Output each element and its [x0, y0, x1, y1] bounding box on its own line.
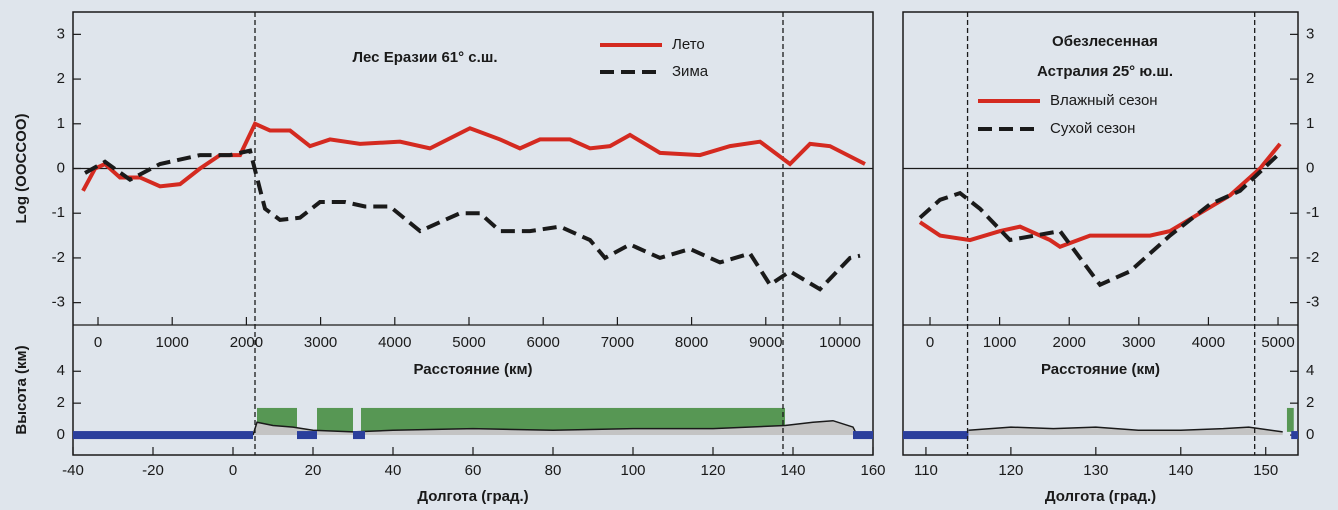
figure: -3-2-10123024010002000300040005000600070…	[0, 0, 1338, 510]
elev-y-tick-label: 2	[1306, 394, 1314, 411]
x-tick-label: 2000	[1053, 334, 1086, 351]
x-axis-label: Расстояние (км)	[413, 361, 532, 378]
forest	[1287, 408, 1294, 432]
ocean	[853, 431, 873, 439]
series-line	[83, 124, 865, 191]
y-tick-label: -2	[1306, 249, 1319, 266]
lon-tick-label: 120	[998, 462, 1023, 479]
panel-title: Обезлесенная	[1052, 33, 1158, 50]
y-axis-label: Log (OOCCOO)	[13, 114, 30, 224]
y-tick-label: 3	[57, 25, 65, 42]
y-tick-label: -3	[1306, 294, 1319, 311]
lon-tick-label: 80	[545, 462, 562, 479]
legend-label: Сухой сезон	[1050, 120, 1135, 137]
panel-title: Лес Еразии 61° с.ш.	[353, 49, 498, 66]
y-tick-label: 2	[57, 70, 65, 87]
lon-axis-label: Долгота (град.)	[417, 488, 528, 505]
elev-y-tick-label: 0	[1306, 426, 1314, 443]
elev-y-tick-label: 4	[1306, 362, 1314, 379]
ocean	[297, 431, 317, 439]
legend-label: Влажный сезон	[1050, 92, 1158, 109]
x-tick-label: 1000	[983, 334, 1016, 351]
x-tick-label: 5000	[1261, 334, 1294, 351]
elev-y-tick-label: 0	[57, 426, 65, 443]
x-tick-label: 7000	[601, 334, 634, 351]
y-tick-label: -1	[52, 204, 65, 221]
x-tick-label: 5000	[452, 334, 485, 351]
x-tick-label: 9000	[749, 334, 782, 351]
y-tick-label: 0	[1306, 159, 1314, 176]
forest	[317, 408, 353, 432]
x-tick-label: 0	[94, 334, 102, 351]
y-tick-label: -2	[52, 249, 65, 266]
elev-y-tick-label: 4	[57, 362, 65, 379]
x-tick-label: 4000	[378, 334, 411, 351]
ocean	[903, 431, 968, 439]
lon-tick-label: 160	[860, 462, 885, 479]
x-axis-label: Расстояние (км)	[1041, 361, 1160, 378]
legend-label: Зима	[672, 63, 709, 80]
y-tick-label: -3	[52, 294, 65, 311]
ocean	[353, 431, 365, 439]
x-tick-label: 1000	[156, 334, 189, 351]
lon-axis-label: Долгота (град.)	[1045, 488, 1156, 505]
y-tick-label: 3	[1306, 25, 1314, 42]
elev-y-axis-label: Высота (км)	[13, 345, 30, 434]
x-tick-label: 8000	[675, 334, 708, 351]
series-line	[85, 151, 860, 290]
lon-tick-label: 130	[1083, 462, 1108, 479]
elev-y-tick-label: 2	[57, 394, 65, 411]
ocean	[73, 431, 253, 439]
x-tick-label: 2000	[230, 334, 263, 351]
y-tick-label: 1	[57, 115, 65, 132]
lon-tick-label: -20	[142, 462, 164, 479]
lon-tick-label: -40	[62, 462, 84, 479]
x-tick-label: 3000	[304, 334, 337, 351]
lon-tick-label: 60	[465, 462, 482, 479]
y-tick-label: 2	[1306, 70, 1314, 87]
lon-tick-label: 110	[914, 462, 938, 479]
legend-label: Лето	[672, 36, 705, 53]
x-tick-label: 3000	[1122, 334, 1155, 351]
lon-tick-label: 140	[780, 462, 805, 479]
x-tick-label: 0	[926, 334, 934, 351]
lon-tick-label: 120	[700, 462, 725, 479]
x-tick-label: 4000	[1192, 334, 1225, 351]
series-line	[920, 153, 1280, 285]
y-tick-label: 0	[57, 159, 65, 176]
x-tick-label: 10000	[819, 334, 861, 351]
lon-tick-label: 0	[229, 462, 237, 479]
panel-title: Астралия 25° ю.ш.	[1037, 63, 1173, 80]
y-tick-label: -1	[1306, 204, 1319, 221]
lon-tick-label: 40	[385, 462, 402, 479]
lon-tick-label: 20	[305, 462, 322, 479]
y-tick-label: 1	[1306, 115, 1314, 132]
lon-tick-label: 140	[1168, 462, 1193, 479]
plot-frame	[73, 12, 873, 455]
x-tick-label: 6000	[527, 334, 560, 351]
ocean	[1291, 431, 1298, 439]
lon-tick-label: 150	[1253, 462, 1278, 479]
lon-tick-label: 100	[620, 462, 645, 479]
